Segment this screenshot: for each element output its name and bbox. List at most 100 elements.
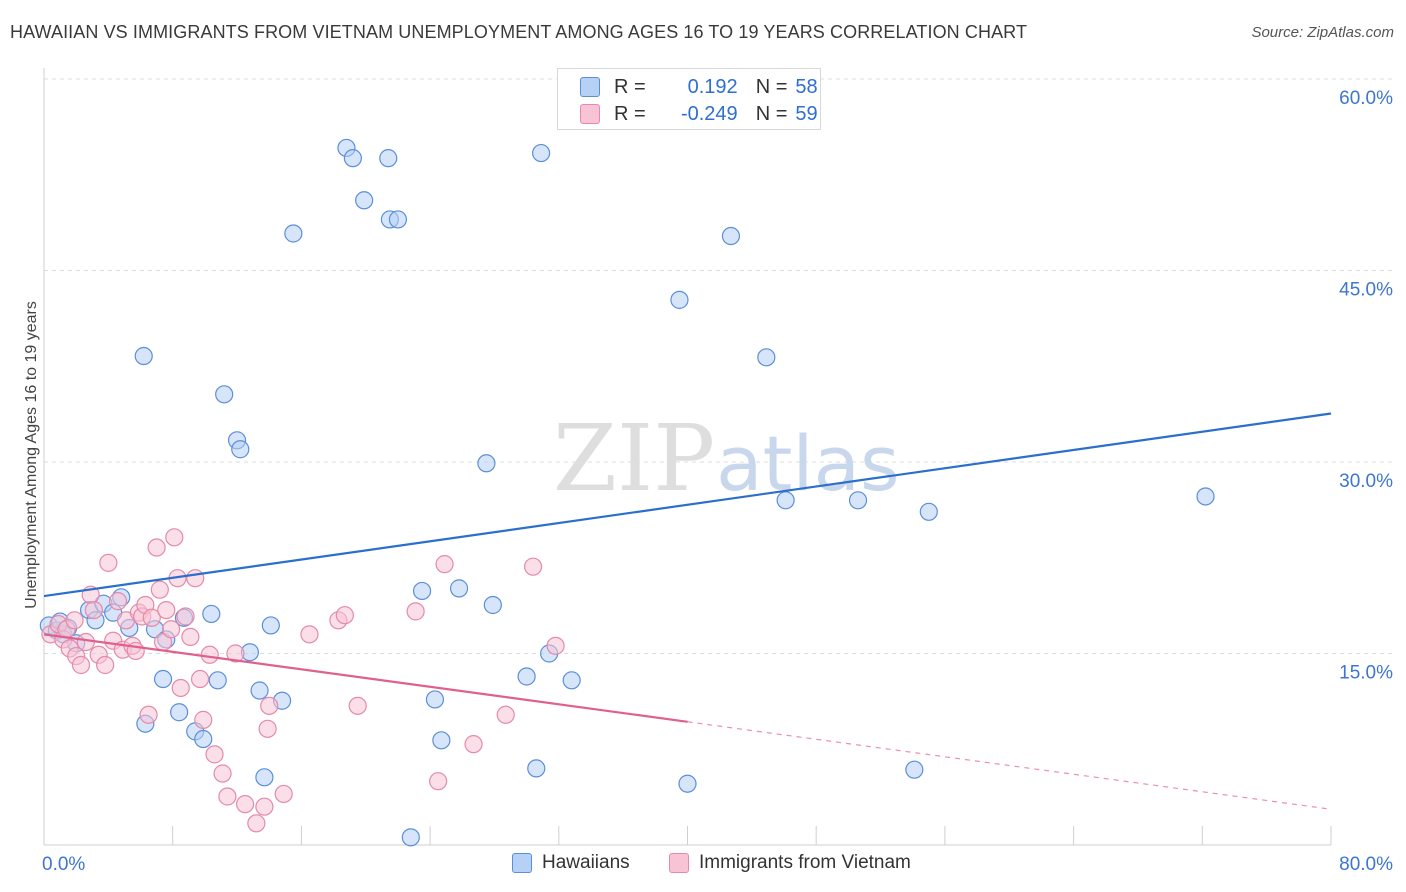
y-axis-label: Unemployment Among Ages 16 to 19 years <box>23 301 40 609</box>
data-point <box>202 604 221 624</box>
data-points <box>39 138 1215 847</box>
data-point <box>678 774 697 793</box>
data-point <box>848 491 868 510</box>
data-point <box>435 555 454 574</box>
data-point <box>226 644 245 663</box>
chart-legend: Hawaiians Immigrants from Vietnam <box>0 852 1406 878</box>
data-point <box>165 528 184 547</box>
data-point <box>181 627 200 647</box>
data-point <box>250 681 269 700</box>
data-point <box>194 729 213 749</box>
data-point <box>150 580 169 599</box>
data-point <box>412 581 432 601</box>
y-tick-label: 45.0% <box>1339 280 1393 301</box>
data-point <box>477 454 496 473</box>
stats-swatch-hawaiians <box>580 77 600 97</box>
data-point <box>388 210 408 229</box>
stats-n-label: N = <box>755 75 788 98</box>
trend-line-hawaiians <box>43 412 1332 598</box>
data-point <box>532 143 551 163</box>
data-point <box>255 797 274 816</box>
data-point <box>255 768 274 787</box>
y-tick-label: 15.0% <box>1339 663 1393 684</box>
trend-lines <box>43 412 1332 810</box>
y-tick-label: 30.0% <box>1339 471 1393 492</box>
stats-legend: R = 0.192 N = 58 R = -0.249 N = 59 <box>557 68 821 130</box>
data-point <box>425 690 445 709</box>
data-point <box>776 491 795 510</box>
legend-item-hawaiians[interactable]: Hawaiians <box>512 852 630 874</box>
data-point <box>919 502 938 521</box>
axes <box>43 68 1332 846</box>
data-point <box>134 346 153 366</box>
stats-r-label: R = <box>614 102 646 125</box>
data-point <box>432 731 451 750</box>
data-point <box>142 608 161 627</box>
watermark: ZIP atlas <box>553 405 900 512</box>
data-point <box>194 710 213 729</box>
trend-line-vietnam <box>43 633 688 723</box>
stats-row-vietnam: R = -0.249 N = 59 <box>580 100 818 128</box>
data-point <box>670 290 689 309</box>
legend-swatch-vietnam <box>669 853 689 873</box>
data-point <box>218 787 237 806</box>
chart-title: HAWAIIAN VS IMMIGRANTS FROM VIETNAM UNEM… <box>10 22 1028 42</box>
data-point <box>343 149 362 168</box>
data-point <box>258 719 277 738</box>
data-point <box>200 645 219 664</box>
x-tick-label: 0.0% <box>42 854 85 875</box>
data-point <box>721 226 741 246</box>
legend-label-vietnam: Immigrants from Vietnam <box>699 852 911 873</box>
stats-r-label: R = <box>614 75 646 98</box>
data-point <box>523 557 543 576</box>
data-point <box>139 705 158 724</box>
data-point <box>96 655 115 675</box>
data-point <box>213 764 232 783</box>
data-point <box>231 440 250 459</box>
data-point <box>355 191 374 210</box>
legend-swatch-hawaiians <box>512 853 532 873</box>
series-vietnam <box>41 528 565 833</box>
data-point <box>208 671 227 690</box>
legend-item-vietnam[interactable]: Immigrants from Vietnam <box>669 852 911 874</box>
data-point <box>464 735 483 754</box>
data-point <box>527 759 546 778</box>
watermark-zip: ZIP <box>553 405 715 512</box>
source-label: Source: ZipAtlas.com <box>1251 24 1394 41</box>
data-point <box>153 669 173 689</box>
stats-row-hawaiians: R = 0.192 N = 58 <box>580 73 818 101</box>
data-point <box>176 607 195 626</box>
data-point <box>84 600 103 620</box>
data-point <box>757 348 776 367</box>
data-point <box>157 600 176 620</box>
data-point <box>496 705 515 724</box>
data-point <box>562 671 581 690</box>
data-point <box>379 149 398 168</box>
data-point <box>546 636 565 655</box>
stats-swatch-vietnam <box>580 104 600 124</box>
stats-n-value: 59 <box>795 102 818 125</box>
data-point <box>147 538 166 557</box>
data-point <box>401 828 420 847</box>
stats-n-value: 58 <box>795 75 818 98</box>
stats-r-value: 0.192 <box>687 75 738 98</box>
data-point <box>190 669 210 689</box>
data-point <box>335 606 354 625</box>
data-point <box>170 703 189 722</box>
data-point <box>161 620 181 639</box>
data-point <box>76 632 95 652</box>
data-point <box>235 795 255 814</box>
data-point <box>517 667 536 686</box>
data-point <box>261 616 280 635</box>
data-point <box>247 814 266 833</box>
trend-line-extension <box>687 721 1332 810</box>
data-point <box>205 745 224 764</box>
data-point <box>284 224 303 243</box>
data-point <box>71 655 91 675</box>
data-point <box>99 553 118 572</box>
tick-labels: 15.0% 30.0% 45.0% 60.0% 0.0% 80.0% <box>42 88 1393 875</box>
stats-n-label: N = <box>755 102 788 125</box>
data-point <box>108 592 128 611</box>
data-point <box>1196 487 1215 506</box>
